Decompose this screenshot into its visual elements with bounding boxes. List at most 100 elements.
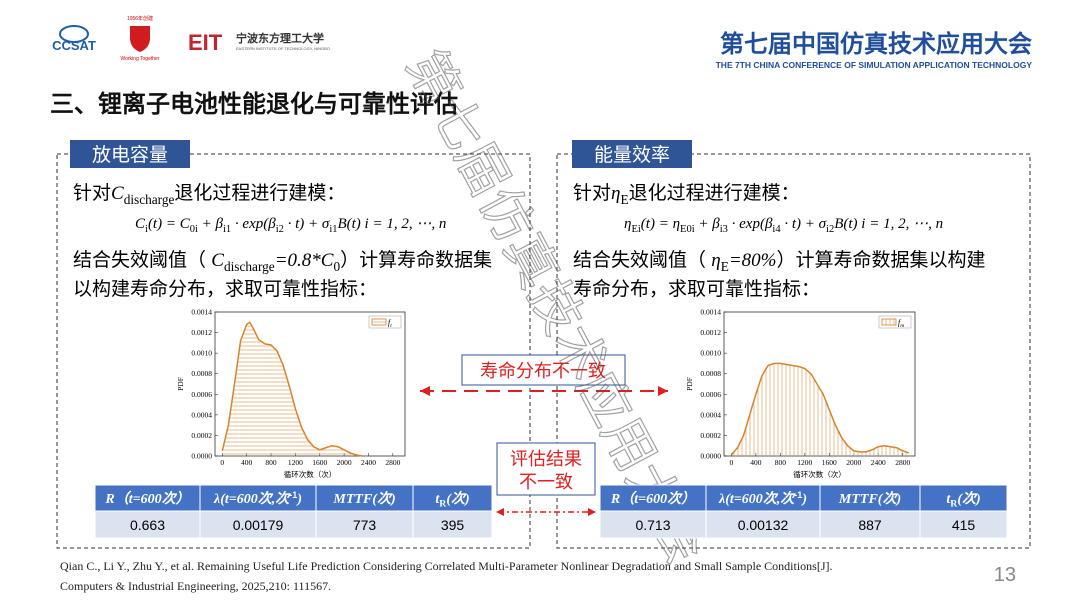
math-run: MTTF(次) bbox=[332, 490, 395, 507]
y-axis-label: PDF bbox=[176, 377, 185, 391]
y-tick-label: 0.0008 bbox=[191, 369, 212, 378]
x-tick-label: 2400 bbox=[871, 458, 886, 467]
logo-text: CCSAT bbox=[52, 38, 96, 53]
rich-text: MTTF(次) bbox=[332, 490, 395, 507]
x-tick-label: 1600 bbox=[312, 458, 327, 467]
legend-sub: t bbox=[390, 323, 392, 329]
math-run: · t) + σ bbox=[781, 216, 827, 232]
rich-text: Ci(t) = C0i + βi1 · exp(βi2 · t) + σi1B(… bbox=[135, 216, 446, 235]
sub-run: discharge bbox=[124, 192, 175, 207]
math-run: ) bbox=[800, 492, 807, 507]
math-run: λ(t=600次,次 bbox=[718, 490, 796, 507]
x-tick-label: 400 bbox=[750, 458, 762, 467]
callout-text: 寿命分布不一致 bbox=[480, 361, 606, 381]
sub-run: i1 bbox=[329, 224, 337, 235]
rich-text: 寿命分布，求取可靠性指标： bbox=[573, 278, 820, 300]
rich-text: ηEi(t) = ηE0i + βi3 · exp(βi4 · t) + σi2… bbox=[624, 216, 943, 235]
logo-text: Working Together bbox=[120, 56, 159, 62]
sub-run: i2 bbox=[826, 224, 834, 235]
text-run: 退化过程进行建模： bbox=[174, 182, 345, 204]
x-tick-label: 2800 bbox=[385, 458, 400, 467]
legend-sub: m bbox=[900, 323, 904, 329]
math-run: C bbox=[111, 183, 124, 204]
math-run: =0.8*C bbox=[275, 250, 334, 271]
y-axis-label: PDF bbox=[685, 377, 694, 391]
reference: Computers & Industrial Engineering, 2025… bbox=[60, 579, 331, 593]
rich-text: tR(次) bbox=[435, 490, 469, 510]
sub-run: 0i bbox=[190, 224, 198, 235]
y-tick-label: 0.0000 bbox=[191, 452, 212, 461]
x-tick-label: 2000 bbox=[337, 458, 352, 467]
math-run: MTTF(次) bbox=[838, 490, 901, 507]
panel-label: 放电容量 bbox=[92, 144, 168, 166]
sub-run: E bbox=[620, 192, 628, 207]
text-run: 结合失效阈值（ bbox=[73, 249, 211, 271]
line bbox=[730, 362, 910, 456]
x-tick-label: 800 bbox=[265, 458, 277, 467]
callout-box bbox=[496, 442, 596, 496]
logo-text: 宁波东方理工大学 bbox=[236, 31, 324, 45]
table-value: 0.713 bbox=[635, 517, 670, 533]
sub-run: R bbox=[950, 499, 958, 510]
table-value: 0.663 bbox=[130, 517, 165, 533]
math-run: λ(t=600次,次 bbox=[213, 490, 291, 507]
y-tick-label: 0.0004 bbox=[191, 410, 212, 419]
x-tick-label: 2400 bbox=[361, 458, 376, 467]
text-run: ）计算寿命数据集 bbox=[340, 249, 492, 271]
y-tick-label: 0.0014 bbox=[700, 308, 721, 317]
table-value: 415 bbox=[952, 517, 976, 533]
table-value: 395 bbox=[441, 517, 465, 533]
text-run: 退化过程进行建模： bbox=[629, 182, 800, 204]
legend-label: fm bbox=[898, 318, 904, 329]
y-tick-label: 0.0012 bbox=[700, 328, 721, 337]
math-run: ) bbox=[295, 492, 302, 507]
rich-text: 结合失效阈值（ Cdischarge=0.8*C0）计算寿命数据集 bbox=[73, 249, 492, 274]
y-tick-label: 0.0000 bbox=[700, 452, 721, 461]
y-tick-label: 0.0006 bbox=[191, 390, 212, 399]
x-tick-label: 0 bbox=[220, 458, 224, 467]
sup-run: -1 bbox=[794, 490, 802, 500]
sub-run: i1 bbox=[223, 224, 231, 235]
y-tick-label: 0.0006 bbox=[700, 390, 721, 399]
rich-text: 以构建寿命分布，求取可靠性指标： bbox=[73, 278, 377, 300]
table-cell bbox=[705, 510, 821, 539]
line bbox=[221, 321, 363, 457]
rich-text: tR(次) bbox=[946, 490, 980, 510]
callout-box bbox=[461, 354, 626, 386]
table-value: 887 bbox=[858, 517, 882, 533]
table-header-cell bbox=[412, 484, 493, 512]
legend-swatch bbox=[881, 318, 897, 326]
y-tick-label: 0.0010 bbox=[191, 349, 212, 358]
x-tick-label: 2800 bbox=[895, 458, 910, 467]
math-run: R（t=600次） bbox=[104, 490, 189, 507]
logo-ccsat: CCSAT bbox=[52, 25, 96, 53]
table-cell bbox=[94, 510, 201, 539]
logo-shape bbox=[59, 25, 89, 43]
y-tick-label: 0.0010 bbox=[700, 349, 721, 358]
y-tick-label: 0.0008 bbox=[700, 369, 721, 378]
panel-label-box bbox=[572, 140, 692, 168]
math-run: =80% bbox=[729, 250, 777, 271]
math-run: C bbox=[211, 250, 224, 271]
panel-frame bbox=[56, 153, 531, 549]
x-axis-label: 循环次数（次） bbox=[284, 469, 337, 479]
x-tick-label: 800 bbox=[775, 458, 787, 467]
reference: Qian C., Li Y., Zhu Y., et al. Remaining… bbox=[60, 559, 833, 573]
text-run: 结合失效阈值（ bbox=[573, 249, 711, 271]
table-value: 0.00132 bbox=[738, 517, 789, 533]
math-run: B(t) i = 1, 2, ⋯, n bbox=[834, 216, 943, 232]
sub-run: E bbox=[721, 259, 729, 274]
y-tick-label: 0.0004 bbox=[700, 410, 721, 419]
x-tick-label: 400 bbox=[241, 458, 253, 467]
logo-text: 1956年创建 bbox=[127, 15, 153, 22]
text-run: 针对 bbox=[573, 182, 611, 204]
legend-label: ft bbox=[388, 318, 392, 329]
math-run: + β bbox=[695, 216, 721, 232]
sub-run: E0i bbox=[680, 224, 695, 235]
sub-run: i bbox=[145, 224, 148, 235]
area bbox=[222, 322, 363, 456]
math-run: C bbox=[135, 216, 146, 232]
panel-label-box bbox=[70, 140, 190, 168]
